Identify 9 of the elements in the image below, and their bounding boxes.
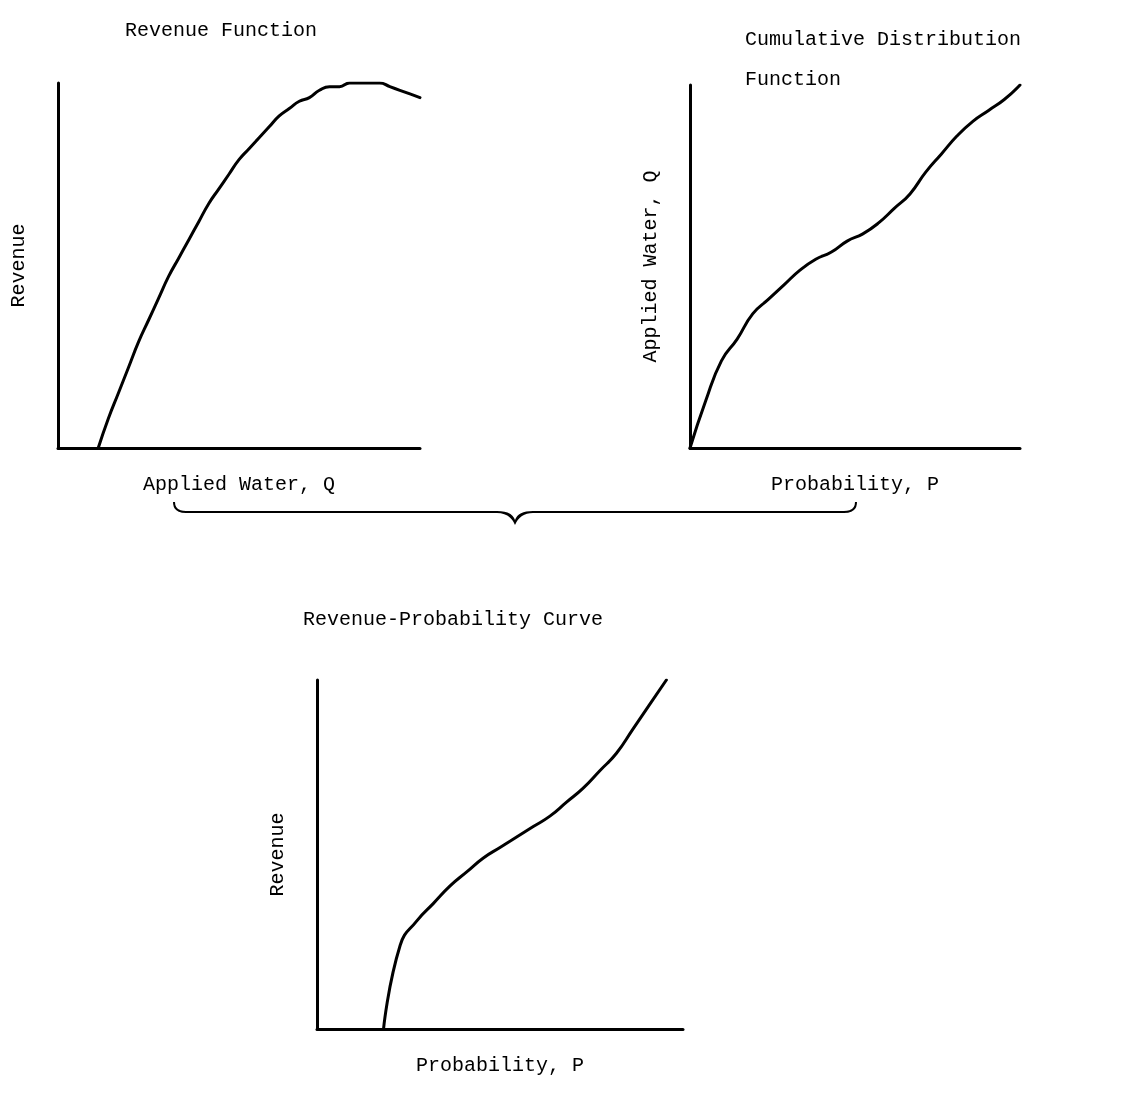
x-axis-title: Probability, P [415, 1053, 585, 1077]
x-axis-title: Applied Water, Q [142, 472, 336, 496]
chart-title: Revenue-Probability Curve [303, 607, 604, 631]
y-axis-title: Revenue [265, 812, 289, 897]
y-axis-title: Applied Water, Q [638, 170, 662, 363]
chart-title: Cumulative Distribution Function [745, 27, 1034, 91]
x-axis-title: Probability, P [770, 472, 940, 496]
y-axis-title: Revenue [6, 223, 30, 308]
chart-title: Revenue Function [125, 18, 318, 42]
